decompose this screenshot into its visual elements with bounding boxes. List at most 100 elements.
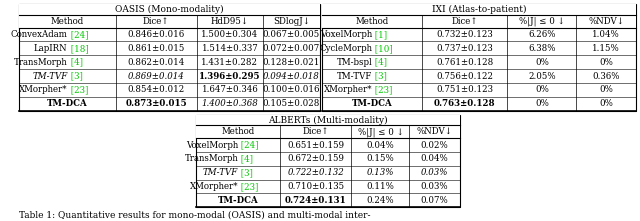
- Text: 0.100±0.016: 0.100±0.016: [262, 85, 320, 94]
- Text: 0%: 0%: [599, 58, 613, 67]
- Text: 0.11%: 0.11%: [367, 182, 394, 191]
- Bar: [196, 125, 460, 138]
- Text: %NDV↓: %NDV↓: [417, 127, 452, 136]
- Text: XMorpher*: XMorpher*: [19, 85, 68, 94]
- Text: LapIRN: LapIRN: [34, 44, 68, 53]
- Text: [3]: [3]: [372, 72, 387, 80]
- Text: [4]: [4]: [68, 58, 83, 67]
- Text: TM-TVF: TM-TVF: [32, 72, 68, 80]
- Text: [23]: [23]: [68, 85, 88, 94]
- Text: 0.751±0.123: 0.751±0.123: [436, 85, 493, 94]
- Text: 0%: 0%: [599, 85, 613, 94]
- Text: [10]: [10]: [372, 44, 393, 53]
- Text: 0.756±0.122: 0.756±0.122: [436, 72, 493, 80]
- Text: [1]: [1]: [372, 30, 387, 39]
- Text: [3]: [3]: [238, 168, 253, 177]
- Text: 0.15%: 0.15%: [367, 154, 394, 164]
- Text: 0.128±0.021: 0.128±0.021: [263, 58, 320, 67]
- Text: 0.710±0.135: 0.710±0.135: [287, 182, 344, 191]
- Text: 0.02%: 0.02%: [420, 141, 449, 150]
- Text: [24]: [24]: [68, 30, 88, 39]
- Text: [3]: [3]: [68, 72, 83, 80]
- Text: 0.07%: 0.07%: [420, 196, 449, 205]
- Text: 0.861±0.015: 0.861±0.015: [127, 44, 185, 53]
- Text: HdD95↓: HdD95↓: [211, 17, 249, 26]
- Text: 0.732±0.123: 0.732±0.123: [436, 30, 493, 39]
- Text: 0.13%: 0.13%: [367, 168, 394, 177]
- Bar: [322, 15, 636, 28]
- Text: Method: Method: [221, 127, 255, 136]
- Text: 0.869±0.014: 0.869±0.014: [128, 72, 184, 80]
- Text: TM-TVF: TM-TVF: [203, 168, 238, 177]
- Text: [23]: [23]: [372, 85, 392, 94]
- Bar: [19, 15, 320, 28]
- Text: %|J| ≤ 0 ↓: %|J| ≤ 0 ↓: [358, 127, 403, 137]
- Text: ALBERTs (Multi-modality): ALBERTs (Multi-modality): [268, 115, 388, 124]
- Text: 1.500±0.304: 1.500±0.304: [201, 30, 259, 39]
- Text: Dice↑: Dice↑: [452, 17, 478, 26]
- Text: Table 1: Quantitative results for mono-modal (OASIS) and multi-modal inter-: Table 1: Quantitative results for mono-m…: [19, 210, 371, 219]
- Text: VoxelMorph: VoxelMorph: [186, 141, 238, 150]
- Text: 6.38%: 6.38%: [528, 44, 556, 53]
- Text: 0.094±0.018: 0.094±0.018: [263, 72, 320, 80]
- Text: 0.651±0.159: 0.651±0.159: [287, 141, 344, 150]
- Text: SDlogJ↓: SDlogJ↓: [273, 17, 310, 26]
- Bar: [196, 114, 460, 125]
- Text: 0.862±0.014: 0.862±0.014: [127, 58, 185, 67]
- Text: %|J| ≤ 0 ↓: %|J| ≤ 0 ↓: [519, 17, 564, 26]
- Text: 6.26%: 6.26%: [528, 30, 556, 39]
- Text: 1.15%: 1.15%: [593, 44, 620, 53]
- Text: 1.514±0.337: 1.514±0.337: [202, 44, 258, 53]
- Text: 0.737±0.123: 0.737±0.123: [436, 44, 493, 53]
- Text: Method: Method: [51, 17, 84, 26]
- Text: TM-bspl: TM-bspl: [337, 58, 372, 67]
- Text: TM-DCA: TM-DCA: [352, 99, 392, 108]
- Text: IXI (Atlas-to-patient): IXI (Atlas-to-patient): [432, 5, 526, 14]
- Text: 0.03%: 0.03%: [420, 182, 448, 191]
- Text: 1.04%: 1.04%: [593, 30, 620, 39]
- Text: 1.431±0.282: 1.431±0.282: [202, 58, 259, 67]
- Text: CycleMorph: CycleMorph: [319, 44, 372, 53]
- Text: 0.724±0.131: 0.724±0.131: [285, 196, 347, 205]
- Text: Dice↑: Dice↑: [143, 17, 170, 26]
- Text: [23]: [23]: [238, 182, 259, 191]
- Text: XMorpher*: XMorpher*: [189, 182, 238, 191]
- Text: 0.24%: 0.24%: [367, 196, 394, 205]
- Text: 0.672±0.159: 0.672±0.159: [287, 154, 344, 164]
- Text: Method: Method: [356, 17, 389, 26]
- Text: 0.03%: 0.03%: [420, 168, 448, 177]
- Text: 0.105±0.028: 0.105±0.028: [263, 99, 320, 108]
- Text: TM-DCA: TM-DCA: [218, 196, 259, 205]
- Text: 0%: 0%: [535, 58, 548, 67]
- Text: 0.854±0.012: 0.854±0.012: [127, 85, 185, 94]
- Text: 0.722±0.132: 0.722±0.132: [287, 168, 344, 177]
- Text: ConvexAdam: ConvexAdam: [11, 30, 68, 39]
- Text: [18]: [18]: [68, 44, 88, 53]
- Bar: [19, 4, 320, 15]
- Bar: [19, 4, 320, 110]
- Text: 0.763±0.128: 0.763±0.128: [434, 99, 496, 108]
- Text: XMorpher*: XMorpher*: [324, 85, 372, 94]
- Text: 0.04%: 0.04%: [367, 141, 394, 150]
- Text: TM-DCA: TM-DCA: [47, 99, 88, 108]
- Text: [4]: [4]: [372, 58, 387, 67]
- Text: [4]: [4]: [238, 154, 253, 164]
- Text: TransMorph: TransMorph: [184, 154, 238, 164]
- Text: 0.072±0.007: 0.072±0.007: [263, 44, 320, 53]
- Text: 1.647±0.346: 1.647±0.346: [202, 85, 258, 94]
- Text: [24]: [24]: [238, 141, 259, 150]
- Text: 2.05%: 2.05%: [528, 72, 556, 80]
- Text: 0%: 0%: [535, 99, 548, 108]
- Text: TM-TVF: TM-TVF: [337, 72, 372, 80]
- Text: 0.067±0.005: 0.067±0.005: [263, 30, 320, 39]
- Text: TransMorph: TransMorph: [14, 58, 68, 67]
- Text: 0%: 0%: [535, 85, 548, 94]
- Text: 0.846±0.016: 0.846±0.016: [127, 30, 185, 39]
- Text: %NDV↓: %NDV↓: [588, 17, 624, 26]
- Text: OASIS (Mono-modality): OASIS (Mono-modality): [115, 5, 224, 14]
- Bar: [196, 114, 460, 207]
- Text: VoxelMorph: VoxelMorph: [320, 30, 372, 39]
- Text: 1.400±0.368: 1.400±0.368: [202, 99, 258, 108]
- Bar: [322, 4, 636, 110]
- Text: Dice↑: Dice↑: [303, 127, 329, 136]
